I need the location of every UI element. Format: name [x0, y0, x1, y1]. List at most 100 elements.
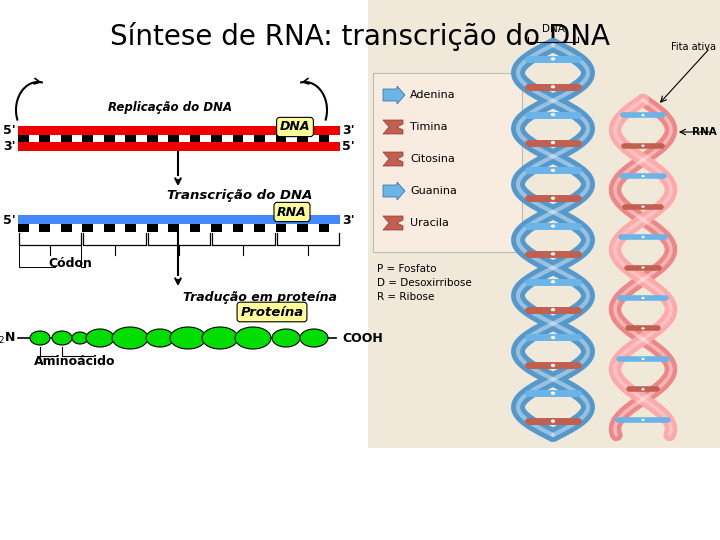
Bar [297, 135, 308, 143]
Bar [50, 135, 61, 143]
Bar [243, 224, 254, 232]
Bar [287, 224, 297, 232]
Ellipse shape [300, 329, 328, 347]
Ellipse shape [641, 418, 645, 421]
Text: DNA: DNA [280, 120, 310, 133]
Ellipse shape [202, 327, 238, 349]
Bar [18, 224, 29, 232]
Text: Proteína: Proteína [240, 306, 304, 319]
Bar [190, 135, 200, 143]
Bar [72, 135, 82, 143]
Bar [190, 224, 200, 232]
Bar [50, 224, 61, 232]
Bar [200, 224, 211, 232]
Bar [93, 135, 104, 143]
Text: Uracila: Uracila [410, 218, 449, 228]
Bar [40, 135, 50, 143]
Ellipse shape [641, 327, 645, 330]
Bar [40, 224, 50, 232]
Ellipse shape [551, 168, 556, 172]
Bar [125, 135, 136, 143]
Bar [82, 135, 93, 143]
Bar [93, 224, 104, 232]
Bar [233, 224, 243, 232]
Text: Adenina: Adenina [410, 90, 456, 100]
Ellipse shape [30, 331, 50, 345]
Text: 5': 5' [342, 140, 355, 153]
Bar [61, 135, 72, 143]
Ellipse shape [641, 144, 645, 147]
Bar [82, 224, 93, 232]
Polygon shape [383, 120, 403, 134]
Ellipse shape [86, 329, 114, 347]
Text: 5': 5' [4, 125, 16, 138]
Ellipse shape [641, 114, 645, 117]
Bar [147, 135, 158, 143]
Text: RNA: RNA [692, 127, 717, 137]
Bar [329, 224, 340, 232]
Ellipse shape [641, 296, 645, 300]
Bar [179, 224, 190, 232]
Text: Tradução em proteína: Tradução em proteína [183, 291, 337, 303]
Bar [243, 135, 254, 143]
Bar [18, 126, 340, 135]
Text: D = Desoxirribose: D = Desoxirribose [377, 278, 472, 288]
Bar [158, 135, 168, 143]
Bar [287, 135, 297, 143]
Bar [265, 135, 276, 143]
Bar [222, 135, 233, 143]
Bar [318, 224, 329, 232]
Text: Códon: Códon [48, 257, 92, 270]
Ellipse shape [641, 174, 645, 178]
Bar [61, 224, 72, 232]
Ellipse shape [52, 331, 72, 345]
Bar [179, 135, 190, 143]
Bar [276, 224, 287, 232]
Ellipse shape [170, 327, 206, 349]
Bar [29, 224, 40, 232]
Bar [158, 224, 168, 232]
Polygon shape [383, 86, 405, 104]
Text: P = Fosfato: P = Fosfato [377, 264, 436, 274]
Text: Replicação do DNA: Replicação do DNA [108, 102, 232, 114]
Bar [18, 142, 340, 151]
Text: Guanina: Guanina [410, 186, 457, 196]
Bar [168, 135, 179, 143]
Ellipse shape [551, 113, 556, 117]
Bar [329, 135, 340, 143]
Text: 5': 5' [4, 213, 16, 226]
Text: DNA: DNA [541, 24, 564, 34]
Text: COOH: COOH [342, 332, 383, 345]
Bar [104, 224, 114, 232]
Bar [168, 224, 179, 232]
Text: Síntese de RNA: transcrição do DNA: Síntese de RNA: transcrição do DNA [110, 22, 610, 51]
Bar [125, 224, 136, 232]
Bar [211, 135, 222, 143]
Text: Fita ativa: Fita ativa [671, 42, 716, 52]
Ellipse shape [551, 140, 556, 145]
Bar [114, 224, 125, 232]
Ellipse shape [551, 308, 556, 312]
FancyBboxPatch shape [373, 73, 522, 252]
Bar [211, 224, 222, 232]
Bar [307, 224, 318, 232]
Bar [318, 135, 329, 143]
Ellipse shape [551, 391, 556, 395]
Bar [29, 135, 40, 143]
Ellipse shape [641, 235, 645, 239]
Bar [254, 135, 265, 143]
Ellipse shape [551, 252, 556, 256]
Text: Aminoácido: Aminoácido [35, 355, 116, 368]
Bar [307, 135, 318, 143]
Text: 3': 3' [4, 140, 16, 153]
Ellipse shape [551, 196, 556, 200]
Bar [72, 224, 82, 232]
Bar [276, 135, 287, 143]
Ellipse shape [641, 266, 645, 269]
Ellipse shape [551, 335, 556, 340]
Ellipse shape [72, 332, 88, 344]
Polygon shape [383, 182, 405, 200]
Ellipse shape [551, 363, 556, 367]
Bar [368, 0, 720, 448]
Bar [254, 224, 265, 232]
